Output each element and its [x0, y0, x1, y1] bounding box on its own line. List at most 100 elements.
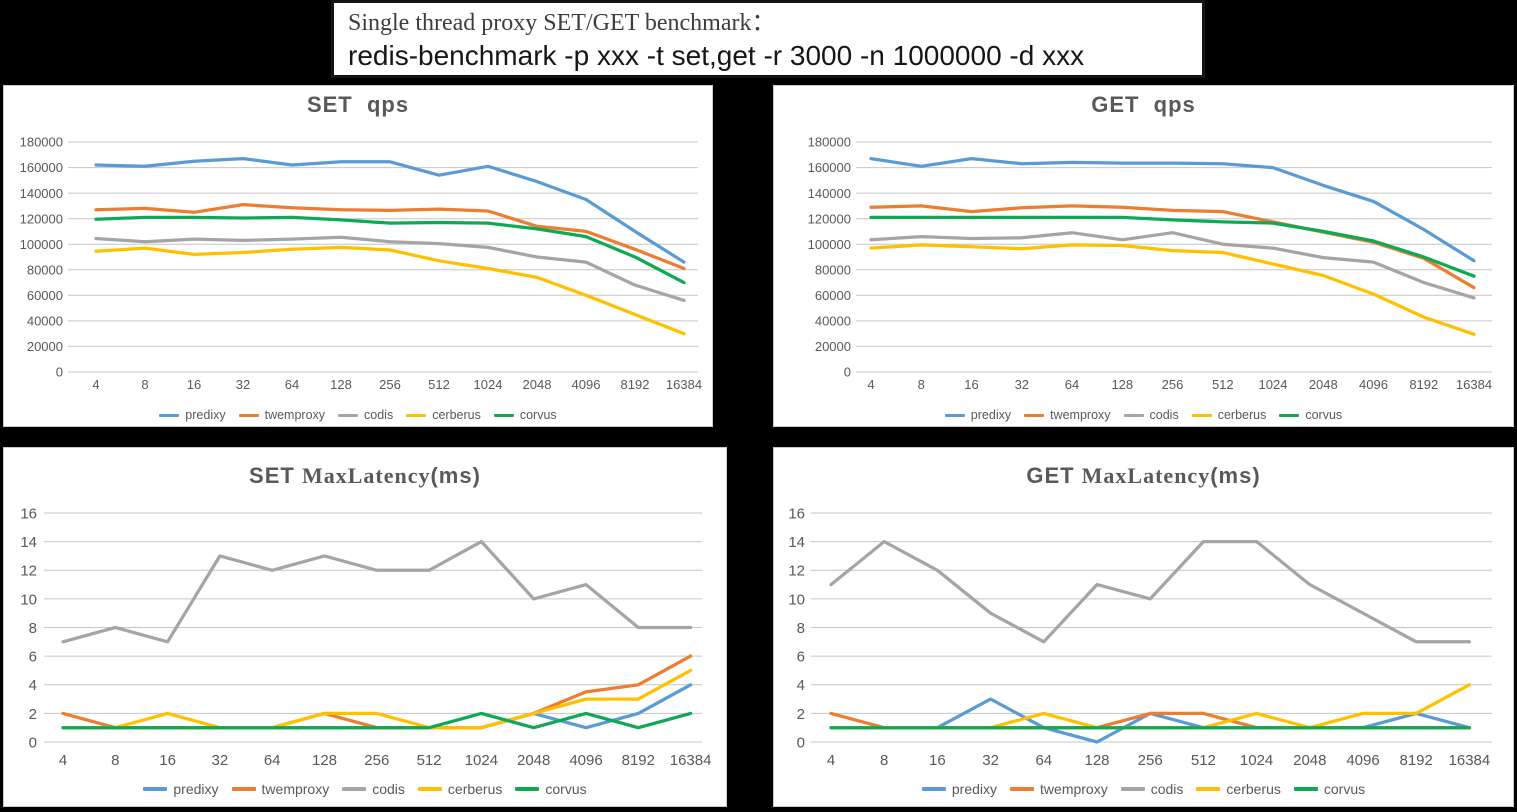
y-axis-tick-label: 2	[29, 706, 37, 723]
get-qps-legend-item-corvus: corvus	[1279, 408, 1342, 422]
set-qps-series-line-cerberus	[94, 245, 686, 336]
x-axis-tick-label: 16384	[1449, 752, 1491, 769]
y-axis-tick-label: 80000	[815, 263, 851, 278]
legend-label: twemproxy	[1050, 408, 1111, 422]
legend-label: twemproxy	[264, 408, 326, 422]
y-axis-tick-label: 80000	[27, 263, 63, 278]
set-qps-legend-item-corvus: corvus	[493, 408, 557, 422]
legend-line-swatch-predixy	[143, 787, 168, 791]
x-axis-tick-label: 4096	[572, 377, 601, 392]
y-axis-tick-label: 14	[788, 534, 805, 551]
x-axis-tick-label: 4	[92, 377, 99, 392]
x-axis-tick-label: 16	[187, 377, 201, 392]
x-axis-tick-label: 4096	[1359, 377, 1388, 392]
get-maxlatency-series-line-predixy	[829, 697, 1472, 744]
get-maxlatency-series-line-cerberus	[829, 683, 1472, 730]
x-axis-tick-label: 8192	[1409, 377, 1438, 392]
x-axis-tick-label: 8192	[1400, 752, 1433, 769]
y-axis-tick-label: 0	[797, 734, 805, 751]
x-axis-tick-label: 4	[867, 377, 874, 392]
header-command: redis-benchmark -p xxx -t set,get -r 300…	[348, 40, 1085, 71]
set-qps-legend-item-twemproxy: twemproxy	[238, 408, 326, 422]
set-maxlatency-title-part: SET	[249, 463, 302, 488]
legend-label: corvus	[545, 781, 587, 797]
x-axis-tick-label: 32	[236, 377, 250, 392]
legend-label: corvus	[1305, 408, 1343, 422]
set-maxlatency-series-line-corvus	[61, 711, 693, 730]
x-axis-tick-label: 32	[982, 752, 999, 769]
legend-label: predixy	[951, 781, 998, 797]
legend-label: cerberus	[1217, 408, 1267, 422]
set-qps-series-line-codis	[94, 235, 686, 303]
legend-label: predixy	[970, 408, 1012, 422]
x-axis-tick-label: 4096	[1346, 752, 1379, 769]
get-maxlatency-legend-item-codis: codis	[1120, 781, 1183, 797]
x-axis-tick-label: 4096	[569, 752, 602, 769]
set-maxlatency-title-part: MaxLatency	[301, 463, 431, 488]
y-axis-tick-label: 180000	[20, 135, 63, 150]
set-qps-legend-item-codis: codis	[338, 408, 393, 422]
x-axis-tick-label: 16	[159, 752, 176, 769]
legend-line-swatch-twemproxy	[1024, 413, 1045, 417]
legend-line-swatch-twemproxy	[238, 413, 259, 417]
y-axis-tick-label: 60000	[27, 288, 63, 303]
y-axis-tick-label: 160000	[20, 160, 63, 175]
legend-label: codis	[364, 408, 394, 422]
y-axis-tick-label: 0	[29, 734, 37, 751]
y-axis-tick-label: 12	[788, 563, 805, 580]
chart-panel-set-maxlatency: SET MaxLatency(ms) 0 2 4 6 8 10 12 14 16 4 8 16 32 64 1…	[3, 447, 727, 807]
x-axis-tick-label: 512	[1212, 377, 1234, 392]
x-axis-tick-label: 128	[330, 377, 352, 392]
x-axis-tick-label: 256	[1162, 377, 1184, 392]
y-axis-tick-label: 40000	[815, 314, 851, 329]
x-axis-tick-label: 2048	[1293, 752, 1326, 769]
legend-label: predixy	[173, 781, 219, 797]
x-axis-tick-label: 8	[141, 377, 148, 392]
x-axis-tick-label: 64	[285, 377, 299, 392]
y-axis-tick-label: 120000	[20, 211, 63, 226]
set-maxlatency-legend-item-twemproxy: twemproxy	[231, 781, 330, 797]
x-axis-tick-label: 128	[1111, 377, 1133, 392]
x-axis-tick-label: 8192	[621, 377, 650, 392]
set-qps-series-line-corvus	[94, 215, 686, 285]
y-axis-tick-label: 4	[29, 677, 37, 694]
set-maxlatency-legend-item-corvus: corvus	[515, 781, 587, 797]
set-maxlatency-legend-item-cerberus: cerberus	[417, 781, 503, 797]
y-axis-tick-label: 2	[797, 706, 805, 723]
y-axis-tick-label: 16	[20, 505, 37, 522]
x-axis-tick-label: 512	[428, 377, 450, 392]
legend-label: twemproxy	[261, 781, 330, 797]
x-axis-tick-label: 1024	[1259, 377, 1288, 392]
get-maxlatency-legend-item-cerberus: cerberus	[1196, 781, 1281, 797]
get-maxlatency-legend-item-predixy: predixy	[921, 781, 998, 797]
y-axis-tick-label: 40000	[27, 314, 63, 329]
x-axis-tick-label: 128	[312, 752, 337, 769]
x-axis-tick-label: 2048	[523, 377, 552, 392]
header-box: Single thread proxy SET/GET benchmark： r…	[331, 0, 1205, 78]
x-axis-tick-label: 64	[264, 752, 281, 769]
get-qps-legend-item-codis: codis	[1123, 408, 1179, 422]
chart-panel-get-qps: GET qps 0 20000 40000 60000 80000 100000 120000…	[773, 85, 1514, 427]
get-qps-legend-item-predixy: predixy	[944, 408, 1012, 422]
set-qps-series-line-predixy	[94, 156, 686, 264]
legend-line-swatch-corvus	[515, 787, 540, 791]
legend-label: corvus	[519, 408, 557, 422]
legend-label: cerberus	[447, 781, 503, 797]
get-qps-series-line-cerberus	[869, 243, 1476, 336]
y-axis-tick-label: 20000	[815, 339, 851, 354]
get-maxlatency-title-part: GET	[1026, 463, 1082, 488]
y-axis-tick-label: 60000	[815, 288, 851, 303]
legend-line-swatch-corvus	[493, 413, 514, 417]
y-axis-tick-label: 140000	[20, 186, 63, 201]
x-axis-tick-label: 8	[918, 377, 925, 392]
y-axis-tick-label: 20000	[27, 339, 63, 354]
legend-line-swatch-codis	[1123, 413, 1144, 417]
x-axis-tick-label: 16	[929, 752, 946, 769]
get-maxlatency-title-part: MaxLatency	[1081, 463, 1211, 488]
x-axis-tick-label: 16	[964, 377, 978, 392]
set-maxlatency-series-line-cerberus	[61, 668, 693, 730]
x-axis-tick-label: 512	[417, 752, 442, 769]
get-maxlatency-title: GET MaxLatency(ms)	[774, 463, 1513, 489]
y-axis-tick-label: 140000	[808, 186, 851, 201]
set-qps-legend-item-cerberus: cerberus	[406, 408, 481, 422]
